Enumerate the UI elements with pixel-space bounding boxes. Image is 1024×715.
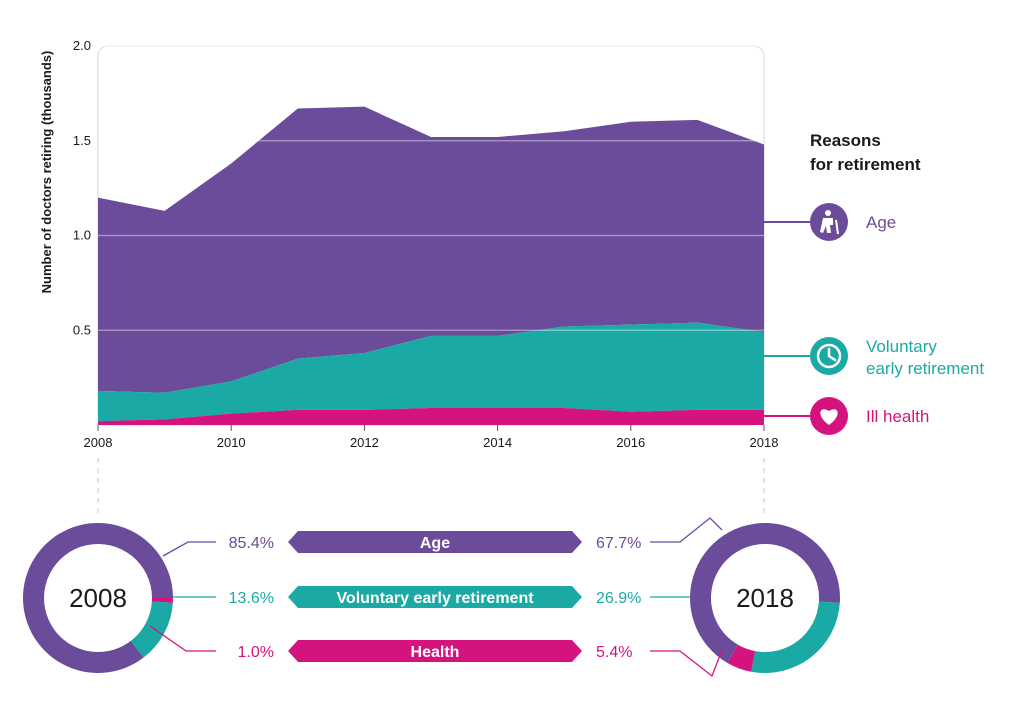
legend-title-line1: Reasons (810, 131, 881, 150)
donut-slice-health (727, 644, 756, 672)
leader-line (650, 517, 723, 543)
x-tick-label: 2008 (84, 435, 113, 450)
donut-slice-health (151, 598, 173, 603)
pct-label-2008: 1.0% (238, 644, 274, 661)
band-shape (288, 586, 582, 608)
y-tick-label: 2.0 (73, 38, 91, 53)
x-tick-label: 2010 (217, 435, 246, 450)
pct-label-2008: 13.6% (229, 590, 274, 607)
y-tick-label: 0.5 (73, 322, 91, 337)
comparison-band-health: Health 1.0% 5.4% (238, 640, 632, 662)
donut-chart-2018: 2018 (690, 523, 840, 673)
x-tick-label: 2014 (483, 435, 512, 450)
elderly-person-icon (810, 203, 848, 241)
donut-center-label: 2008 (69, 583, 127, 613)
pct-label-2018: 67.7% (596, 535, 641, 552)
pct-label-2018: 26.9% (596, 590, 641, 607)
leader-line (162, 541, 216, 557)
donut-slice-voluntary-early-retirement (130, 601, 173, 658)
pct-label-2008: 85.4% (229, 535, 274, 552)
legend-label: Age (866, 213, 896, 232)
area-chart: 2.0 1.5 1.0 0.5 2008 2010 2012 2014 2016 2018 Numb… (39, 38, 778, 450)
leader-line (650, 649, 723, 678)
comparison-bands: Age 85.4% 67.7% Voluntary early retirement 1… (149, 517, 723, 678)
legend-item-ill-health: Ill health (764, 397, 929, 435)
band-label: Voluntary early retirement (336, 590, 534, 607)
donut-slice-age (690, 523, 840, 663)
legend-item-voluntary: Voluntary early retirement (764, 337, 984, 378)
comparison-band-age: Age 85.4% 67.7% (229, 531, 641, 553)
legend-item-age: Age (764, 203, 896, 241)
band-shape (288, 531, 582, 553)
year-connector-lines (97, 458, 765, 515)
band-shape (288, 640, 582, 662)
leader-line (149, 625, 216, 652)
band-label: Age (420, 535, 450, 552)
area-series-ill-health (98, 407, 764, 425)
pct-label-2018: 5.4% (596, 644, 632, 661)
legend-label: Ill health (866, 407, 929, 426)
donut-slice-voluntary-early-retirement (751, 601, 840, 673)
band-label: Health (411, 644, 460, 661)
legend: Reasons for retirement Age Voluntary early… (764, 131, 984, 435)
legend-label: Voluntary (866, 337, 937, 356)
comparison-band-voluntary-early-retirement: Voluntary early retirement 13.6% 26.9% (229, 586, 641, 608)
y-tick-label: 1.5 (73, 133, 91, 148)
x-tick-label: 2018 (750, 435, 779, 450)
y-axis-label: Number of doctors retiring (thousands) (39, 51, 54, 294)
y-tick-label: 1.0 (73, 228, 91, 243)
donut-center-label: 2018 (736, 583, 794, 613)
heart-icon (810, 397, 848, 435)
x-tick-label: 2012 (350, 435, 379, 450)
donut-chart-2008: 2008 (23, 523, 174, 673)
legend-title-line2: for retirement (810, 155, 921, 174)
legend-label: early retirement (866, 359, 984, 378)
area-series-voluntary-early-retirement (98, 322, 764, 422)
area-series-age (98, 106, 764, 393)
clock-icon (810, 337, 848, 375)
x-tick-label: 2016 (616, 435, 645, 450)
